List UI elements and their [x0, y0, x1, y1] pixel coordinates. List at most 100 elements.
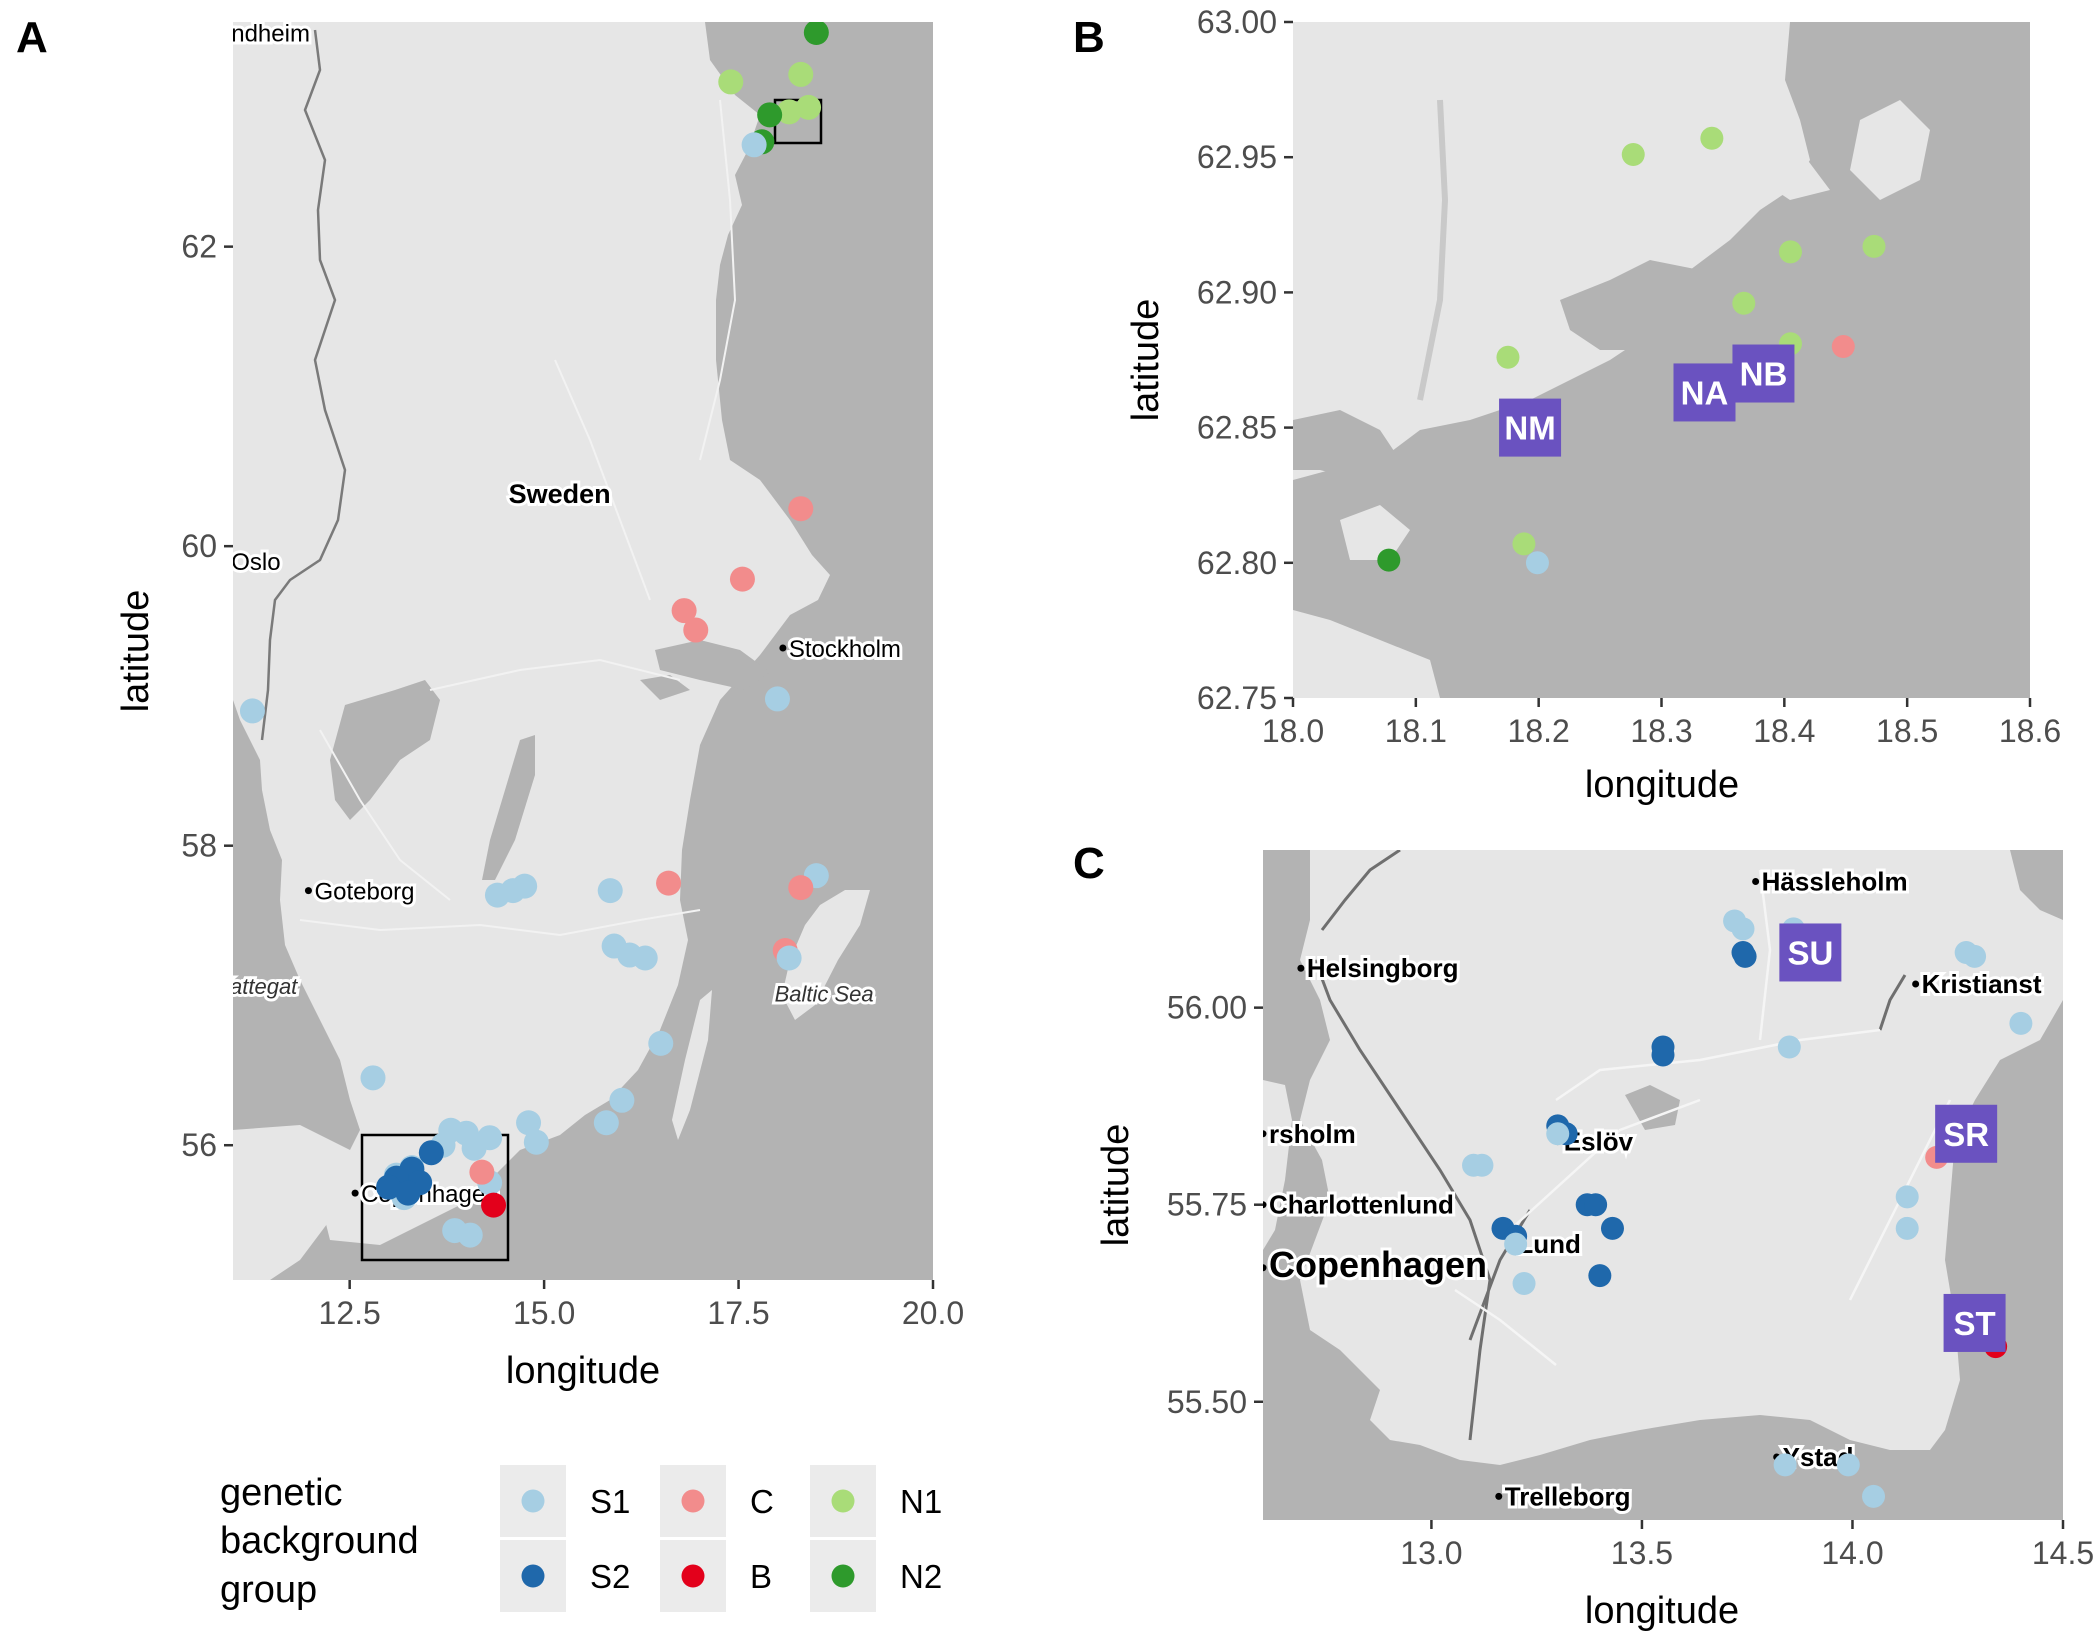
- place-label-h-ssleholm: Hässleholm: [1762, 867, 1908, 897]
- point-s2-48: [376, 1174, 402, 1200]
- point-b-51: [481, 1192, 507, 1218]
- panel-b-island-3: [1340, 505, 1410, 560]
- panel-letter-a: A: [16, 13, 48, 62]
- panel-b-xtick-label-2: 18.2: [1508, 713, 1570, 749]
- panel-a-ytick-label-3: 62: [181, 229, 217, 265]
- panel-b-bay: [1560, 260, 1720, 350]
- place-label-copenhagen: Copenhagen: [1269, 1244, 1487, 1285]
- panel-a-lake-hjalmaren: [640, 675, 690, 700]
- point-s1-30: [1862, 1484, 1886, 1508]
- panel-b-ytick-label-1: 62.80: [1197, 545, 1277, 581]
- place-dot-charlottenlund: [1263, 1201, 1267, 1209]
- place-label-kattegat: Kattegat: [215, 974, 298, 999]
- panel-c-xtick-label-2: 14.0: [1821, 1535, 1883, 1571]
- panel-a-xtick-label-0: 12.5: [319, 1295, 381, 1331]
- place-label-goteborg: Goteborg: [314, 879, 414, 906]
- place-dot-oslo: [222, 558, 229, 565]
- site-label-box-st: [1943, 1293, 2006, 1352]
- place-label-sweden: Sweden: [509, 479, 611, 509]
- panel-a-xtick-label-3: 20.0: [902, 1295, 964, 1331]
- panel-a-map: ndheim Sweden Oslo Stockholm Goteborg Kattega…: [215, 20, 933, 1280]
- legend-label-c: C: [750, 1483, 774, 1520]
- point-s1-36: [461, 1135, 487, 1161]
- panel-a-points: [239, 22, 829, 1248]
- panel-b-xtick-label-1: 18.1: [1385, 713, 1447, 749]
- legend-label-s1: S1: [590, 1483, 630, 1520]
- panel-c-rail: [1313, 850, 1907, 1441]
- legend-label-b: B: [750, 1558, 772, 1595]
- panel-a-xlabel: longitude: [506, 1350, 660, 1392]
- panel-b-island: [1850, 100, 1930, 200]
- place-dot-stockholm: [779, 644, 787, 652]
- panel-b-xtick-label-4: 18.4: [1753, 713, 1815, 749]
- site-label-box-nb: [1732, 344, 1795, 403]
- site-label-box-su: [1779, 923, 1842, 982]
- panel-a-inset-box-south: [360, 1133, 510, 1262]
- panel-b-xtick-label-5: 18.5: [1876, 713, 1938, 749]
- panel-b-island-2: [1750, 140, 1830, 200]
- panel-a-ytick-label-2: 60: [181, 528, 217, 564]
- place-label-trelleborg: Trelleborg: [1505, 1481, 1631, 1511]
- panel-a-border: [260, 29, 347, 741]
- site-label-box-na: [1673, 363, 1736, 422]
- point-n1-4: [1732, 291, 1756, 315]
- point-c-11: [683, 617, 709, 643]
- panel-b-xlabel: longitude: [1585, 764, 1739, 806]
- panel-b-points: [1377, 126, 1886, 575]
- point-n2-10: [1377, 548, 1401, 572]
- panel-a-land: [233, 22, 830, 1245]
- site-label-box-nm: [1499, 398, 1562, 457]
- panel-b-ylabel: latitude: [1125, 299, 1167, 422]
- point-s1-24: [1504, 1232, 1528, 1256]
- point-n1-1: [718, 69, 744, 95]
- point-s1-15: [1470, 1153, 1494, 1177]
- legend-items: S1 S2 C B N1 N2: [500, 1465, 942, 1612]
- point-s1-18: [1895, 1216, 1919, 1240]
- legend-key-s2: [521, 1564, 545, 1588]
- point-s1-25: [776, 945, 802, 971]
- point-s1-10: [1777, 1035, 1801, 1059]
- point-s1-17: [1895, 1185, 1919, 1209]
- point-s2-49: [395, 1180, 421, 1206]
- panel-a-oland: [672, 990, 712, 1140]
- point-s1-41: [457, 1222, 483, 1248]
- place-label-ndheim: ndheim: [231, 20, 310, 47]
- panel-b-ytick-label-3: 62.90: [1197, 274, 1277, 310]
- point-s2-9: [1651, 1043, 1675, 1067]
- site-label-na: NA: [1681, 374, 1729, 411]
- panel-b-xtick-label-0: 18.0: [1262, 713, 1324, 749]
- point-s1-31: [523, 1129, 549, 1155]
- point-c-10: [671, 598, 697, 624]
- point-s2-25: [1588, 1264, 1612, 1288]
- panel-b-site-labels: NM NA NB: [1499, 344, 1795, 457]
- point-n1-1: [1700, 126, 1724, 150]
- panel-c-roads: [1454, 869, 1952, 1366]
- panel-c-ytick-label-0: 55.50: [1167, 1384, 1247, 1420]
- point-s1-30: [516, 1110, 542, 1136]
- point-s1-13: [1546, 1122, 1570, 1146]
- panel-b-ytick-label-5: 63.00: [1197, 4, 1277, 40]
- place-dot-helsingborg: [1297, 964, 1305, 972]
- point-s1-13: [239, 698, 265, 724]
- panel-c-lake: [1625, 1085, 1680, 1130]
- point-c-7: [1831, 334, 1855, 358]
- panel-b-xtick-label-6: 18.6: [1999, 713, 2061, 749]
- point-s1-12: [764, 686, 790, 712]
- legend-label-s2: S2: [590, 1558, 630, 1595]
- place-dot-rsholm: [1263, 1130, 1267, 1138]
- point-n2-5: [757, 102, 783, 128]
- point-c-9: [729, 566, 755, 592]
- point-c-20: [788, 875, 814, 901]
- panel-a-roads: [299, 99, 737, 937]
- panel-a-xtick-label-2: 17.5: [707, 1295, 769, 1331]
- point-n1-6: [1496, 345, 1520, 369]
- place-label-charlottenlund: Charlottenlund: [1269, 1190, 1454, 1220]
- panel-b-ytick-label-2: 62.85: [1197, 410, 1277, 446]
- panel-a-lake-malaren: [655, 640, 770, 690]
- point-s1-28: [609, 1087, 635, 1113]
- panel-b-xtick-label-3: 18.3: [1630, 713, 1692, 749]
- point-s1-29: [593, 1110, 619, 1136]
- panel-c-xtick-label-0: 13.0: [1400, 1535, 1462, 1571]
